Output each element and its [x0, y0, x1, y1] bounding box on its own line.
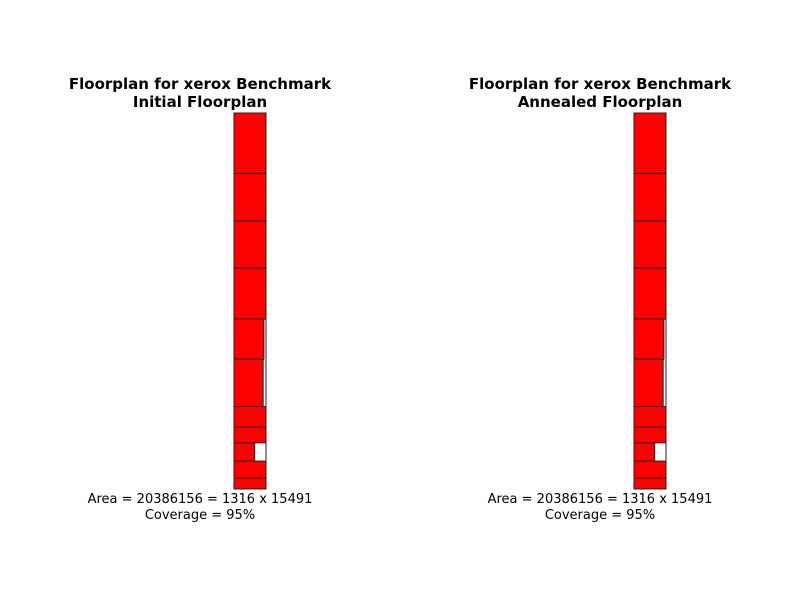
- floorplan-block-1: [633, 477, 667, 490]
- coverage-label: Coverage = 95%: [144, 508, 256, 523]
- floorplan-block-8: [633, 267, 667, 320]
- floorplan-block-8: [233, 267, 267, 320]
- floorplan-block-6: [633, 358, 664, 407]
- floorplan-block-2: [633, 460, 667, 479]
- floorplan-block-4: [633, 426, 667, 444]
- area-label: Area = 20386156 = 1316 x 15491: [487, 492, 713, 507]
- floorplan-block-9: [633, 220, 667, 269]
- floorplan-block-7: [633, 318, 665, 360]
- floorplan-block-10: [633, 172, 667, 222]
- floorplan-block-6: [233, 358, 264, 407]
- chart-subtitle: Annealed Floorplan: [517, 93, 683, 111]
- annealed-floorplan-panel: Floorplan for xerox Benchmark Annealed F…: [400, 0, 800, 600]
- floorplan-block-5: [233, 405, 267, 428]
- floorplan-block-11: [233, 112, 267, 174]
- chart-title: Floorplan for xerox Benchmark: [68, 75, 332, 93]
- floorplan-block-11: [633, 112, 667, 174]
- floorplan-block-1: [233, 477, 267, 490]
- floorplan-plot-annealed: [633, 112, 667, 490]
- area-label: Area = 20386156 = 1316 x 15491: [87, 492, 313, 507]
- floorplan-block-7: [233, 318, 265, 360]
- floorplan-block-9: [233, 220, 267, 269]
- floorplan-block-3: [233, 442, 256, 462]
- coverage-label: Coverage = 95%: [544, 508, 656, 523]
- floorplan-block-10: [233, 172, 267, 222]
- chart-subtitle: Initial Floorplan: [132, 93, 268, 111]
- floorplan-block-4: [233, 426, 267, 444]
- chart-title: Floorplan for xerox Benchmark: [468, 75, 732, 93]
- floorplan-block-5: [633, 405, 667, 428]
- floorplan-block-2: [233, 460, 267, 479]
- floorplan-block-3: [633, 442, 656, 462]
- initial-floorplan-panel: Floorplan for xerox Benchmark Initial Fl…: [68, 75, 332, 523]
- floorplan-plot-initial: [233, 112, 267, 490]
